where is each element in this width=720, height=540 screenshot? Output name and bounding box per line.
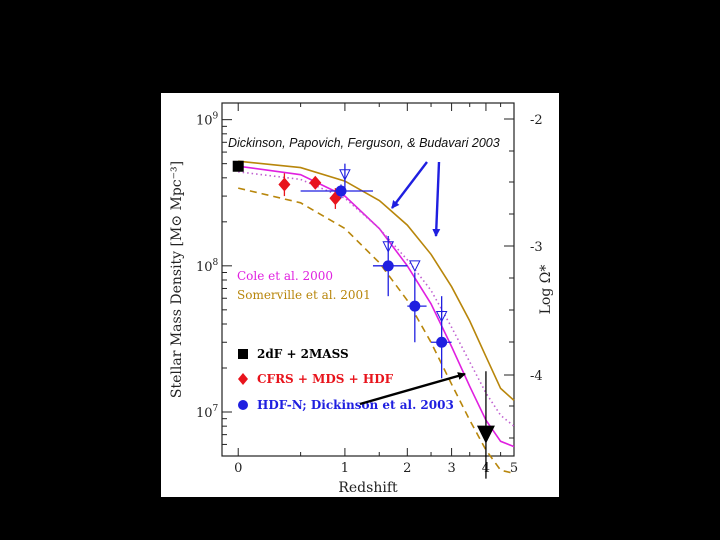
annotation-arrow: [359, 372, 466, 406]
legend-label: Cole et al. 2000: [237, 269, 333, 283]
annotation-text: Dickinson, Papovich, Ferguson, & Budavar…: [228, 136, 500, 150]
y2-tick-label: -4: [530, 369, 543, 384]
legend-label: HDF-N; Dickinson et al. 2003: [257, 398, 454, 412]
y-tick-label: 109: [196, 112, 219, 129]
annotation-arrow: [432, 161, 441, 237]
x-tick-label: 0: [234, 461, 242, 476]
x-tick-label: 5: [510, 461, 518, 476]
y2-axis-label: Log Ω*: [538, 265, 554, 315]
model-curve: [238, 187, 515, 475]
data-point-diamond: [238, 373, 248, 385]
y-tick-label: 107: [196, 404, 219, 421]
legend-label: CFRS + MDS + HDF: [257, 372, 394, 386]
data-point-open-triangle: [435, 311, 448, 323]
data-point-square: [232, 160, 244, 172]
data-point-diamond: [309, 175, 322, 190]
data-point-open-triangle: [409, 260, 421, 272]
data-point-square: [238, 349, 248, 359]
data-point-circle: [436, 336, 448, 348]
annotation-arrow: [391, 161, 428, 209]
legend-label: 2dF + 2MASS: [257, 347, 349, 361]
y-axis-label: Stellar Mass Density [M⊙ Mpc⁻³]: [169, 161, 185, 398]
data-point-circle: [335, 185, 347, 197]
legend-label: Somerville et al. 2001: [237, 288, 371, 302]
x-tick-label: 1: [341, 461, 349, 476]
data-point-circle: [409, 300, 421, 312]
data-point-upper-limit: [476, 425, 495, 444]
model-curve: [238, 171, 515, 427]
y2-tick-label: -2: [530, 113, 543, 128]
data-point-diamond: [278, 177, 291, 192]
y-tick-label: 108: [196, 258, 219, 275]
data-point-circle: [238, 400, 248, 410]
data-point-open-triangle: [339, 169, 351, 181]
y2-tick-label: -3: [530, 240, 543, 255]
data-point-open-triangle: [382, 241, 395, 253]
x-axis-label: Redshift: [338, 480, 398, 496]
x-tick-label: 2: [403, 461, 411, 476]
model-curve: [238, 160, 515, 401]
data-point-circle: [382, 260, 394, 272]
x-tick-label: 3: [447, 461, 455, 476]
